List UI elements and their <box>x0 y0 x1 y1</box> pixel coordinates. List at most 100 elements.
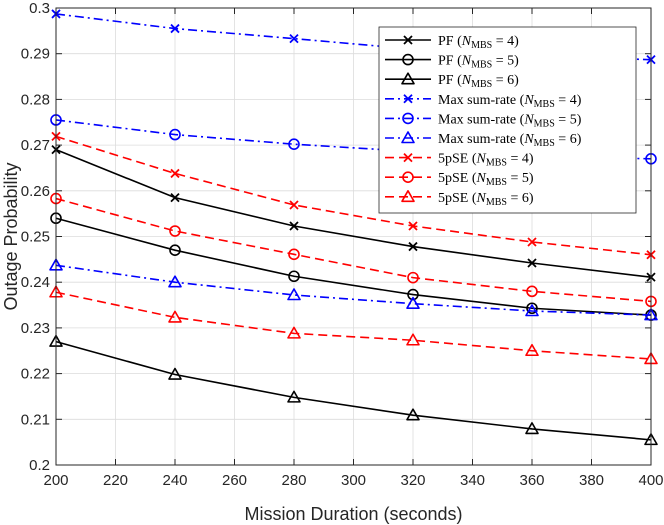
data-point-marker <box>287 390 301 403</box>
legend-subscript: MBS <box>486 197 507 208</box>
data-point-marker <box>169 225 181 237</box>
legend-marker <box>402 112 414 125</box>
legend-subscript: MBS <box>486 158 507 169</box>
legend-symbol: N <box>476 171 487 186</box>
data-point-marker <box>170 23 180 34</box>
legend-symbol: N <box>461 54 472 69</box>
legend-close-paren: ) <box>529 152 534 167</box>
legend-close-paren: ) <box>514 34 519 49</box>
series-6 <box>51 131 656 260</box>
legend-marker <box>403 152 413 163</box>
series-line <box>55 264 652 316</box>
legend-marker <box>402 53 414 66</box>
legend-close-paren: ) <box>529 191 534 206</box>
legend-label: Max sum-rate (NMBS = 5) <box>438 112 582 129</box>
legend-subscript: MBS <box>471 40 492 51</box>
data-point-marker <box>406 408 420 421</box>
legend-marker <box>403 35 413 45</box>
legend-equals: = <box>507 152 522 167</box>
legend-equals: = <box>507 171 522 186</box>
legend-symbol: N <box>461 73 472 88</box>
data-point-marker <box>406 333 420 346</box>
data-point-marker <box>287 326 301 339</box>
series-line <box>55 197 652 303</box>
legend-label: Max sum-rate (NMBS = 6) <box>438 132 582 149</box>
legend-series-name: Max sum-rate ( <box>438 132 525 147</box>
data-point-marker <box>525 343 539 357</box>
data-point-marker <box>288 248 300 261</box>
legend-marker <box>402 171 414 183</box>
x-tick-label: 400 <box>638 472 663 489</box>
y-tick-label: 0.21 <box>21 411 50 428</box>
legend-symbol: N <box>476 152 487 167</box>
legend-entry: Max sum-rate (NMBS = 6) <box>385 131 582 149</box>
y-tick-label: 0.2 <box>29 457 50 474</box>
legend-label: PF (NMBS = 4) <box>438 34 519 51</box>
legend-series-name: PF ( <box>438 54 462 69</box>
data-point-marker <box>407 288 419 301</box>
legend-series-name: 5pSE ( <box>438 191 477 206</box>
legend-nmbs-value: 4 <box>570 93 577 108</box>
legend-label: 5pSE (NMBS = 6) <box>438 191 534 208</box>
data-point-marker <box>526 285 538 298</box>
legend-marker <box>401 190 415 203</box>
legend: PF (NMBS = 4)PF (NMBS = 5)PF (NMBS = 6)M… <box>378 26 637 214</box>
y-tick-label: 0.25 <box>21 229 50 246</box>
x-tick-label: 380 <box>579 472 604 489</box>
legend-marker <box>401 131 415 144</box>
legend-label: Max sum-rate (NMBS = 4) <box>438 93 582 110</box>
legend-close-paren: ) <box>577 112 582 127</box>
legend-equals: = <box>555 93 570 108</box>
legend-symbol: N <box>476 191 487 206</box>
data-point-marker <box>288 270 300 283</box>
legend-nmbs-value: 5 <box>570 112 577 127</box>
legend-close-paren: ) <box>577 132 582 147</box>
x-tick-label: 320 <box>400 472 425 489</box>
data-point-marker <box>289 221 299 231</box>
legend-nmbs-value: 4 <box>507 34 514 49</box>
legend-symbol: N <box>523 132 534 147</box>
series-line <box>55 340 652 441</box>
legend-nmbs-value: 4 <box>522 152 529 167</box>
legend-series-name: PF ( <box>438 73 462 88</box>
data-point-marker <box>407 271 419 284</box>
legend-symbol: N <box>461 34 472 49</box>
legend-equals: = <box>555 112 570 127</box>
tick-layer: 200 220 240 260 280 300 320 340 360 380 400 0.2 0.21… <box>21 0 664 489</box>
legend-subscript: MBS <box>471 60 492 71</box>
legend-close-paren: ) <box>529 171 534 186</box>
x-tick-label: 220 <box>103 472 128 489</box>
legend-symbol: N <box>523 93 534 108</box>
y-tick-label: 0.28 <box>21 91 50 108</box>
data-point-marker <box>169 128 181 141</box>
legend-symbol: N <box>523 112 534 127</box>
y-tick-label: 0.27 <box>21 137 50 154</box>
legend-close-paren: ) <box>577 93 582 108</box>
data-point-marker <box>525 422 539 435</box>
legend-nmbs-value: 6 <box>522 191 529 206</box>
x-tick-label: 280 <box>281 472 306 489</box>
x-tick-label: 240 <box>162 472 187 489</box>
legend-entry: 5pSE (NMBS = 6) <box>385 190 534 208</box>
legend-nmbs-value: 5 <box>522 171 529 186</box>
legend-series-name: Max sum-rate ( <box>438 112 525 127</box>
legend-marker <box>401 72 415 85</box>
data-point-marker <box>289 200 299 210</box>
y-tick-label: 0.29 <box>21 46 50 63</box>
data-point-marker <box>169 244 181 257</box>
legend-entry: PF (NMBS = 6) <box>385 72 519 90</box>
data-point-marker <box>288 138 300 150</box>
data-point-marker <box>170 193 180 203</box>
legend-nmbs-value: 6 <box>570 132 577 147</box>
data-point-marker <box>287 288 301 301</box>
series-line <box>55 291 652 360</box>
data-point-marker <box>408 241 418 252</box>
legend-entry: 5pSE (NMBS = 4) <box>385 152 534 169</box>
x-tick-label: 360 <box>519 472 544 489</box>
series-line <box>55 217 652 316</box>
legend-box <box>378 26 637 214</box>
series-line <box>55 135 652 256</box>
legend-label: 5pSE (NMBS = 4) <box>438 152 534 169</box>
legend-series-name: 5pSE ( <box>438 152 477 167</box>
